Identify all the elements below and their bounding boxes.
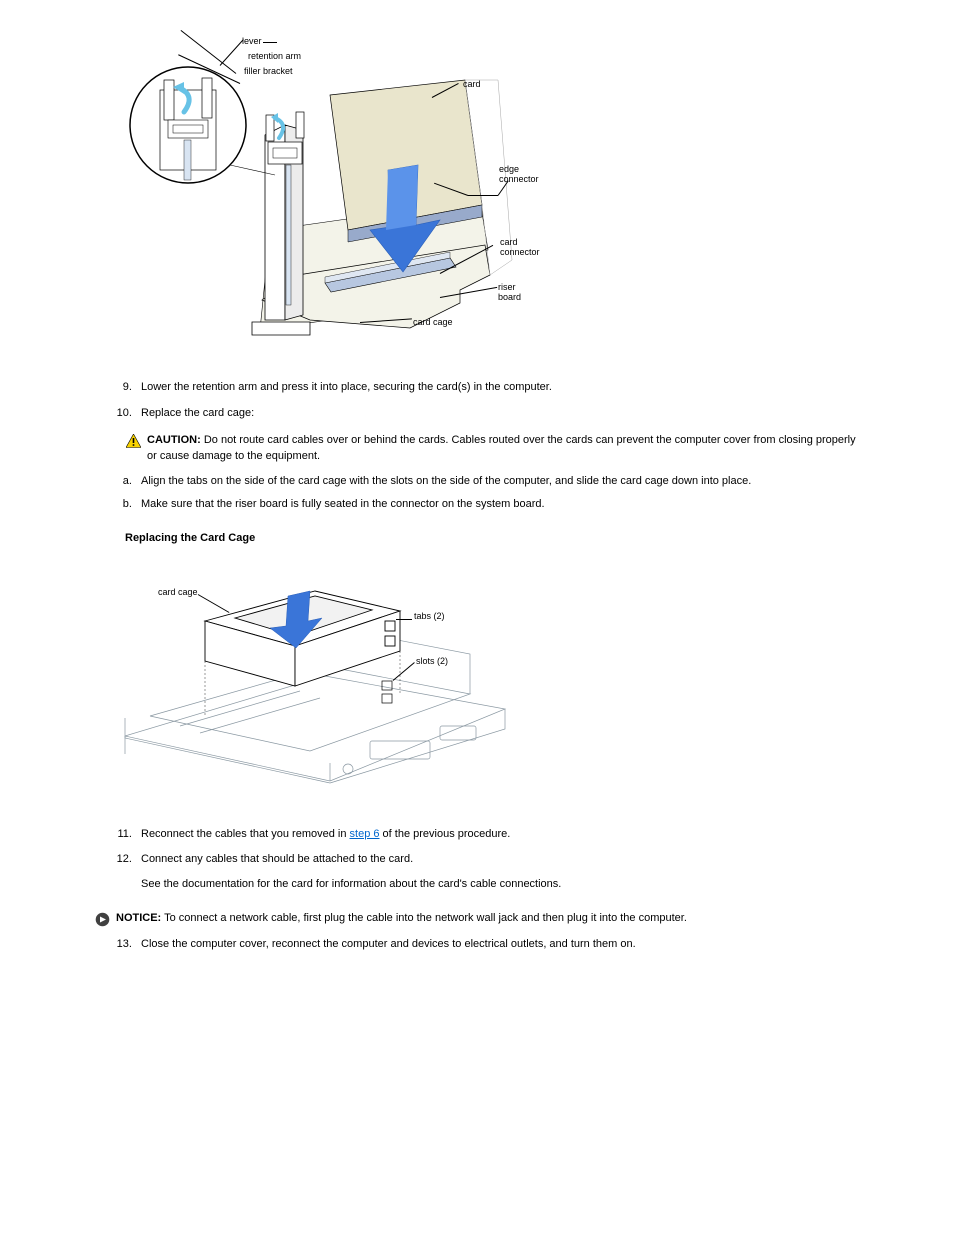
step-9-text: Lower the retention arm and press it int… [141, 381, 552, 393]
notice-label: NOTICE: [116, 912, 161, 924]
label-lever: lever [242, 37, 262, 46]
link-step-6[interactable]: step 6 [350, 828, 380, 840]
label2-tabs: tabs (2) [414, 612, 445, 621]
notice-block: NOTICE: To connect a network cable, firs… [94, 911, 864, 927]
label2-slots: slots (2) [416, 657, 448, 666]
substep-a: Align the tabs on the side of the card c… [135, 474, 864, 489]
steps-13: Close the computer cover, reconnect the … [90, 937, 864, 952]
step-13-text: Close the computer cover, reconnect the … [141, 938, 636, 950]
step-12-sub: See the documentation for the card for i… [141, 878, 561, 890]
substep-b: Make sure that the riser board is fully … [135, 497, 864, 512]
diagram-replace-cage: card cage tabs (2) slots (2) [110, 566, 864, 801]
label-card-cage: card cage [413, 318, 453, 327]
step-11-pre: Reconnect the cables that you removed in [141, 828, 350, 840]
step-11: Reconnect the cables that you removed in… [135, 827, 864, 842]
step-13: Close the computer cover, reconnect the … [135, 937, 864, 952]
step-12-text: Connect any cables that should be attach… [141, 853, 413, 865]
label-edge-connector: edgeconnector [499, 165, 539, 184]
caution-block: CAUTION: Do not route card cables over o… [125, 433, 864, 464]
step-10-text: Replace the card cage: [141, 407, 254, 419]
step-11-post: of the previous procedure. [379, 828, 510, 840]
steps-11-12: Reconnect the cables that you removed in… [90, 827, 864, 893]
step-12: Connect any cables that should be attach… [135, 852, 864, 893]
label-retention-arm: retention arm [248, 52, 301, 61]
diagram-install-card: lever retention arm filler bracket card … [110, 20, 864, 355]
steps-9-10: Lower the retention arm and press it int… [90, 380, 864, 421]
caution-text: Do not route card cables over or behind … [147, 434, 856, 461]
notice-text: To connect a network cable, first plug t… [161, 912, 687, 924]
label-riser-board: riserboard [498, 283, 521, 302]
step-9: Lower the retention arm and press it int… [135, 380, 864, 395]
section-title-replacing: Replacing the Card Cage [125, 531, 864, 546]
label-filler-bracket: filler bracket [244, 67, 293, 76]
substep-b-text: Make sure that the riser board is fully … [141, 498, 545, 510]
substep-a-text: Align the tabs on the side of the card c… [141, 475, 751, 487]
substeps-10: Align the tabs on the side of the card c… [90, 474, 864, 513]
label-card-connector: cardconnector [500, 238, 540, 257]
step-10: Replace the card cage: [135, 406, 864, 421]
label2-card-cage: card cage [158, 588, 198, 597]
replace-cage-svg [110, 566, 530, 796]
notice-icon [95, 912, 110, 927]
caution-label: CAUTION: [147, 434, 204, 446]
label-card: card [463, 80, 481, 89]
caution-icon [126, 434, 141, 448]
